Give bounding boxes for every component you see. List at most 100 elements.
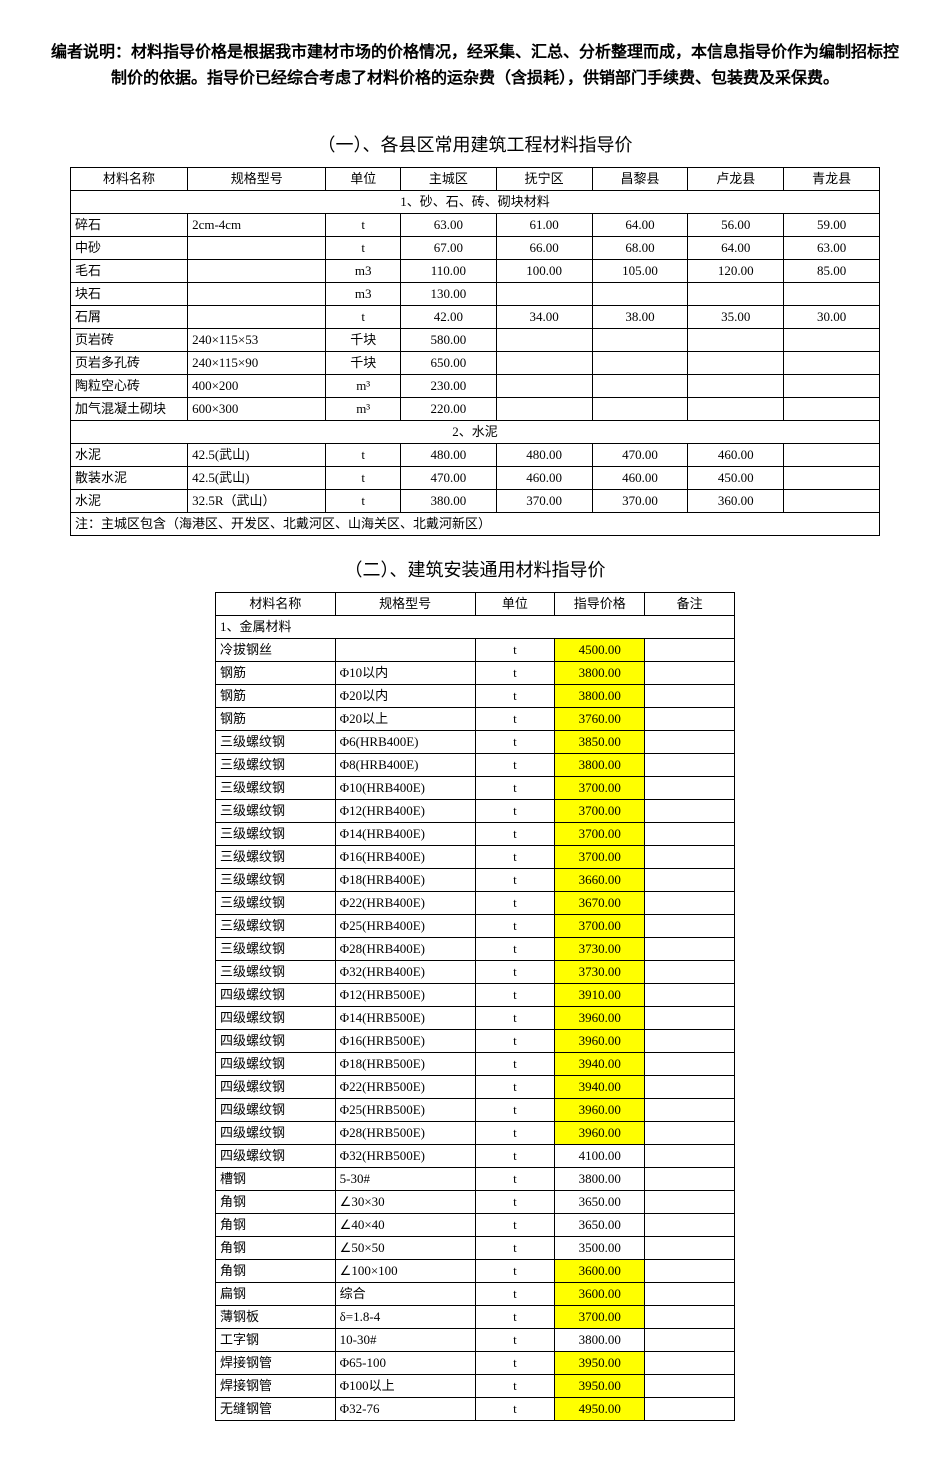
table-cell xyxy=(645,639,735,662)
table-cell: t xyxy=(475,1352,555,1375)
table-cell: 4950.00 xyxy=(555,1398,645,1421)
table-cell: 3950.00 xyxy=(555,1375,645,1398)
table-cell: 槽钢 xyxy=(216,1168,336,1191)
table-cell: 67.00 xyxy=(400,237,496,260)
table-cell: 钢筋 xyxy=(216,685,336,708)
table-cell: 3700.00 xyxy=(555,846,645,869)
table-cell xyxy=(496,375,592,398)
table-cell: 470.00 xyxy=(400,467,496,490)
table-cell xyxy=(645,846,735,869)
table-cell xyxy=(645,1214,735,1237)
table-cell xyxy=(592,352,688,375)
table-cell: 64.00 xyxy=(592,214,688,237)
column-header: 备注 xyxy=(645,593,735,616)
table-cell: m³ xyxy=(326,398,401,421)
table-cell xyxy=(784,352,880,375)
table-cell: 四级螺纹钢 xyxy=(216,1053,336,1076)
table-row: 角钢∠30×30t3650.00 xyxy=(216,1191,735,1214)
table-cell: t xyxy=(475,1306,555,1329)
table-cell: t xyxy=(475,892,555,915)
table-cell xyxy=(645,1099,735,1122)
section1-title: （一）、各县区常用建筑工程材料指导价 xyxy=(50,131,900,157)
table-cell: 冷拔钢丝 xyxy=(216,639,336,662)
table-cell: 陶粒空心砖 xyxy=(71,375,188,398)
table-cell: t xyxy=(475,1237,555,1260)
table-cell: 四级螺纹钢 xyxy=(216,1145,336,1168)
table-cell: 4500.00 xyxy=(555,639,645,662)
table-cell: ∠40×40 xyxy=(335,1214,475,1237)
table-cell: 480.00 xyxy=(400,444,496,467)
table-cell xyxy=(645,961,735,984)
table-cell: Φ14(HRB500E) xyxy=(335,1007,475,1030)
table-cell xyxy=(188,283,326,306)
table-row: 三级螺纹钢Φ16(HRB400E)t3700.00 xyxy=(216,846,735,869)
table-cell: 角钢 xyxy=(216,1260,336,1283)
table-cell xyxy=(645,1237,735,1260)
table-cell: 3800.00 xyxy=(555,662,645,685)
column-header: 规格型号 xyxy=(335,593,475,616)
table-cell: 360.00 xyxy=(688,490,784,513)
table-cell xyxy=(688,398,784,421)
table-cell: 三级螺纹钢 xyxy=(216,915,336,938)
table-cell: 角钢 xyxy=(216,1214,336,1237)
table-cell xyxy=(645,1329,735,1352)
table-cell: 中砂 xyxy=(71,237,188,260)
table-cell: t xyxy=(475,1398,555,1421)
table-cell: 3700.00 xyxy=(555,915,645,938)
table-cell: t xyxy=(475,1191,555,1214)
table-cell: 水泥 xyxy=(71,444,188,467)
table-cell: 3850.00 xyxy=(555,731,645,754)
table-cell: Φ16(HRB400E) xyxy=(335,846,475,869)
table-cell xyxy=(496,283,592,306)
table-cell xyxy=(645,1145,735,1168)
column-header: 材料名称 xyxy=(71,168,188,191)
table-cell: t xyxy=(475,1030,555,1053)
table-row: 四级螺纹钢Φ28(HRB500E)t3960.00 xyxy=(216,1122,735,1145)
table-cell: 4100.00 xyxy=(555,1145,645,1168)
table-cell: 650.00 xyxy=(400,352,496,375)
table-cell: Φ25(HRB400E) xyxy=(335,915,475,938)
table-cell: Φ10以内 xyxy=(335,662,475,685)
table-cell: Φ10(HRB400E) xyxy=(335,777,475,800)
table-cell xyxy=(645,685,735,708)
table-cell: Φ25(HRB500E) xyxy=(335,1099,475,1122)
table-cell: Φ12(HRB400E) xyxy=(335,800,475,823)
table-cell: 3700.00 xyxy=(555,777,645,800)
table-cell: 3910.00 xyxy=(555,984,645,1007)
table-cell: 3650.00 xyxy=(555,1191,645,1214)
table-cell: 三级螺纹钢 xyxy=(216,869,336,892)
table-row: 焊接钢管Φ65-100t3950.00 xyxy=(216,1352,735,1375)
table-cell: t xyxy=(475,639,555,662)
table-cell: 32.5R（武山） xyxy=(188,490,326,513)
table-cell: 毛石 xyxy=(71,260,188,283)
table-cell xyxy=(688,375,784,398)
table-cell xyxy=(645,915,735,938)
table-cell: δ=1.8-4 xyxy=(335,1306,475,1329)
table-cell: Φ20以上 xyxy=(335,708,475,731)
table-row: 四级螺纹钢Φ25(HRB500E)t3960.00 xyxy=(216,1099,735,1122)
table-cell: 三级螺纹钢 xyxy=(216,823,336,846)
table-row: 角钢∠40×40t3650.00 xyxy=(216,1214,735,1237)
table-cell: 块石 xyxy=(71,283,188,306)
table-cell: t xyxy=(475,1375,555,1398)
table-cell xyxy=(645,1122,735,1145)
table-cell: 三级螺纹钢 xyxy=(216,961,336,984)
table-cell: 460.00 xyxy=(496,467,592,490)
table-cell xyxy=(688,283,784,306)
table-cell xyxy=(645,1283,735,1306)
table-cell: 焊接钢管 xyxy=(216,1352,336,1375)
table-cell: 3600.00 xyxy=(555,1260,645,1283)
table-cell: Φ6(HRB400E) xyxy=(335,731,475,754)
table-cell: 3800.00 xyxy=(555,754,645,777)
table-cell: m3 xyxy=(326,283,401,306)
table-cell xyxy=(592,329,688,352)
table-header-row: 材料名称规格型号单位指导价格备注 xyxy=(216,593,735,616)
table-cell: t xyxy=(475,708,555,731)
table-header-row: 材料名称规格型号单位主城区抚宁区昌黎县卢龙县青龙县 xyxy=(71,168,880,191)
table-row: 焊接钢管Φ100以上t3950.00 xyxy=(216,1375,735,1398)
table-cell: t xyxy=(475,1007,555,1030)
table-cell: 工字钢 xyxy=(216,1329,336,1352)
table-row: 加气混凝土砌块600×300m³220.00 xyxy=(71,398,880,421)
table-cell: 四级螺纹钢 xyxy=(216,1030,336,1053)
table-row: 四级螺纹钢Φ32(HRB500E)t4100.00 xyxy=(216,1145,735,1168)
